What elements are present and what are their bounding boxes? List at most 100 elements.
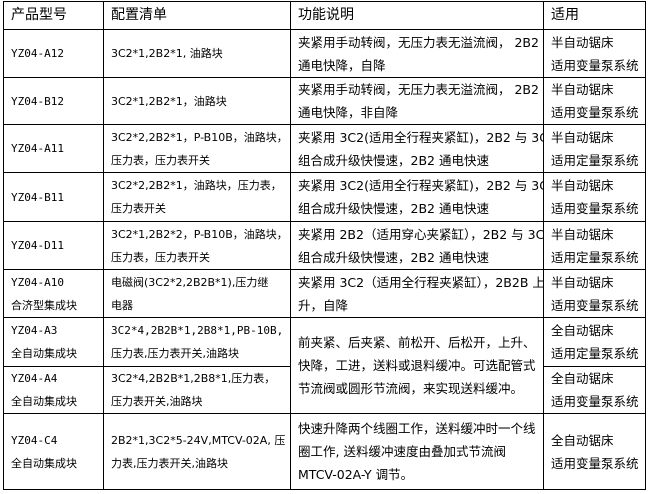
use-line: 全自动锯床 — [551, 371, 614, 386]
function-line: 夹紧用手动转阀，无压力表无溢流阀， 2B2 — [298, 34, 539, 50]
header-use: 适用 — [543, 1, 646, 30]
function-line: 快速升降两个线圈工作，送料缓冲时一个线 — [298, 421, 536, 436]
cell-use: 半自动锯床适用定量泵系统 — [543, 221, 646, 270]
cell-function: 夹紧用 2B2（适用穿心夹紧缸），2B2 与 3C2 组合成升级快慢速，2B2 通… — [290, 221, 544, 270]
function-line: 组合成升级快慢速，2B2 通电快速 — [298, 201, 489, 216]
use-line: 半自动锯床 — [551, 129, 614, 145]
model-line: YZ04-A10 — [11, 275, 64, 289]
use-line: 半自动锯床 — [551, 226, 614, 242]
cell-model: YZ04-D11 — [3, 221, 104, 270]
use-line: 半自动锯床 — [551, 178, 614, 193]
cell-use: 半自动锯床适用变量泵系统 — [543, 77, 646, 125]
cell-model: YZ04-B12 — [3, 77, 104, 125]
cell-use: 全自动锯床适用变量泵系统 — [543, 413, 646, 490]
table-row: YZ04-A3 全自动集成块 3C2*4,2B2B*1,2B8*1,PB-10B, 压… — [3, 317, 646, 414]
function-line: 快降，工进，送料或退料缓冲。可选配管式 — [298, 358, 536, 373]
use-line: 适用定量泵系统 — [551, 346, 639, 361]
table-row: YZ04-B11 3C2*2,2B2*1，油路块，压力表， 压力表开关 夹紧用 3C2… — [3, 172, 646, 222]
header-model: 产品型号 — [3, 1, 104, 30]
table-row: YZ04-A12 3C2*1,2B2*1, 油路块 夹紧用手动转阀，无压力表无溢流阀… — [3, 29, 646, 78]
cell-model: YZ04-A4 全自动集成块 — [3, 366, 104, 414]
function-line: 夹紧用 3C2(适用全行程夹紧缸)，2B2 与 3C2 — [298, 178, 544, 193]
use-line: 适用变量泵系统 — [551, 455, 639, 471]
cell-function: 夹紧用 3C2（适用全行程夹紧缸），2B2B 上升，自降 — [290, 269, 544, 318]
use-line: 适用定量泵系统 — [551, 249, 639, 265]
config-line: 压力表开关,油路块 — [111, 395, 203, 408]
use-line: 全自动锯床 — [551, 432, 614, 448]
cell-model: YZ04-A3 全自动集成块 — [3, 317, 104, 367]
header-function: 功能说明 — [290, 1, 544, 30]
model-line: 全自动集成块 — [11, 456, 77, 470]
config-line: 压力表，压力表开关 — [111, 153, 210, 167]
model-line: YZ04-A3 — [11, 324, 58, 337]
cell-use: 全自动锯床适用定量泵系统 — [543, 317, 646, 367]
use-line: 半自动锯床 — [551, 274, 614, 290]
cell-function: 夹紧用 3C2(适用全行程夹紧缸)，2B2 与 3C2 组合成升级快慢速，2B2 … — [290, 172, 544, 222]
config-line: 2B2*1,3C2*5-24V,MTCV-02A, 压 — [111, 433, 286, 447]
model-line: YZ04-A4 — [11, 372, 58, 385]
config-line: 3C2*4,2B2B*1,2B8*1,压力表， — [111, 372, 276, 385]
product-table: 产品型号 配置清单 功能说明 适用 YZ04-A12 3C2*1,2B2*1, 油… — [3, 1, 646, 490]
table-row: YZ04-C4 全自动集成块 2B2*1,3C2*5-24V,MTCV-02A, 压… — [3, 413, 646, 490]
function-line: 组合成升级快慢速，2B2 通电快速 — [298, 249, 489, 265]
config-line: 压力表,压力表开关,油路块 — [111, 347, 239, 360]
model-line: YZ04-D11 — [11, 239, 64, 252]
function-line: 夹紧用 3C2（适用全行程夹紧缸），2B2B 上 — [298, 274, 544, 290]
use-line: 适用变量泵系统 — [551, 57, 639, 73]
use-line: 适用变量泵系统 — [551, 394, 639, 409]
table-row: YZ04-B12 3C2*1,2B2*1，油路块 夹紧用手动转阀，无压力表无溢流阀，… — [3, 77, 646, 125]
cell-function: 快速升降两个线圈工作，送料缓冲时一个线 圈工作, 送料缓冲速度由叠加式节流阀 MTC… — [290, 413, 544, 490]
model-line: YZ04-B11 — [11, 190, 64, 204]
cell-use: 半自动锯床 适用变量泵系统 — [543, 172, 646, 222]
cell-function: 前夹紧、后夹紧、前松开、后松开，上升、 快降，工进，送料或退料缓冲。可选配管式 节流… — [290, 317, 544, 414]
function-line: 节流阀或圆形节流阀，来实现送料缓冲。 — [298, 381, 524, 396]
cell-config: 电磁阀(3C2*2,2B2B*1),压力继 电器 — [103, 269, 291, 318]
cell-model: YZ04-B11 — [3, 172, 104, 222]
model-line: YZ04-C4 — [11, 433, 58, 447]
model-line: YZ04-B12 — [11, 94, 64, 108]
config-line: 3C2*4,2B2B*1,2B8*1,PB-10B, — [111, 324, 284, 337]
use-line: 适用定量泵系统 — [551, 152, 639, 168]
table-row: YZ04-A10 合济型集成块 电磁阀(3C2*2,2B2B*1),压力继 电器 夹紧用… — [3, 269, 646, 318]
header-config: 配置清单 — [103, 1, 291, 30]
cell-config: 3C2*1,2B2*2，P-B10B，油路块， 压力表，压力表开关 — [103, 221, 291, 270]
model-line: 全自动集成块 — [11, 347, 77, 360]
cell-config: 3C2*1,2B2*1, 油路块 — [103, 29, 291, 78]
cell-use: 半自动锯床适用定量泵系统 — [543, 124, 646, 173]
model-line: YZ04-A11 — [11, 142, 64, 155]
function-line: 前夹紧、后夹紧、前松开、后松开，上升、 — [298, 335, 536, 350]
function-line: 夹紧用 2B2（适用穿心夹紧缸），2B2 与 3C2 — [298, 226, 544, 242]
cell-use: 全自动锯床适用变量泵系统 — [543, 366, 646, 414]
config-line: 3C2*2,2B2*1，油路块，压力表， — [111, 179, 282, 192]
use-line: 适用变量泵系统 — [551, 105, 639, 120]
cell-config: 3C2*4,2B2B*1,2B8*1,PB-10B, 压力表,压力表开关,油路块 — [103, 317, 291, 367]
model-line: 全自动集成块 — [11, 395, 77, 408]
cell-model: YZ04-A10 合济型集成块 — [3, 269, 104, 318]
cell-model: YZ04-A12 — [3, 29, 104, 78]
use-line: 全自动锯床 — [551, 323, 614, 338]
function-line: 夹紧用 3C2(适用全行程夹紧缸)，2B2 与 3C2 — [298, 129, 544, 145]
table-row: YZ04-A4 全自动集成块 3C2*4,2B2B*1,2B8*1,压力表， 压力表开… — [3, 366, 646, 414]
cell-function: 夹紧用手动转阀，无压力表无溢流阀， 2B2 通电快降，自降 — [290, 29, 544, 78]
function-line: 通电快降，自降 — [298, 57, 386, 73]
function-line: 圈工作, 送料缓冲速度由叠加式节流阀 — [298, 444, 506, 459]
model-line: 合济型集成块 — [11, 298, 77, 312]
cell-config: 3C2*1,2B2*1，油路块 — [103, 77, 291, 125]
cell-config: 3C2*2,2B2*1，油路块，压力表， 压力表开关 — [103, 172, 291, 222]
function-line: 升，自降 — [298, 297, 349, 313]
use-line: 半自动锯床 — [551, 34, 614, 50]
config-line: 3C2*2,2B2*1，P-B10B，油路块， — [111, 130, 288, 144]
config-line: 3C2*1,2B2*1, 油路块 — [111, 47, 223, 60]
cell-function: 夹紧用手动转阀，无压力表无溢流阀， 2B2 通电快降，非自降 — [290, 77, 544, 125]
cell-config: 3C2*4,2B2B*1,2B8*1,压力表， 压力表开关,油路块 — [103, 366, 291, 414]
cell-model: YZ04-C4 全自动集成块 — [3, 413, 104, 490]
config-line: 力表,压力表开关,油路块 — [111, 456, 228, 470]
cell-config: 2B2*1,3C2*5-24V,MTCV-02A, 压力表,压力表开关,油路块 — [103, 413, 291, 490]
use-line: 半自动锯床 — [551, 82, 614, 97]
use-line: 适用变量泵系统 — [551, 297, 639, 313]
config-line: 电磁阀(3C2*2,2B2B*1),压力继 — [111, 275, 269, 289]
header-row: 产品型号 配置清单 功能说明 适用 — [3, 1, 646, 30]
function-line: MTCV-02A-Y 调节。 — [298, 467, 414, 482]
table-row: YZ04-D11 3C2*1,2B2*2，P-B10B，油路块， 压力表，压力表开关… — [3, 221, 646, 270]
config-line: 电器 — [111, 298, 133, 312]
